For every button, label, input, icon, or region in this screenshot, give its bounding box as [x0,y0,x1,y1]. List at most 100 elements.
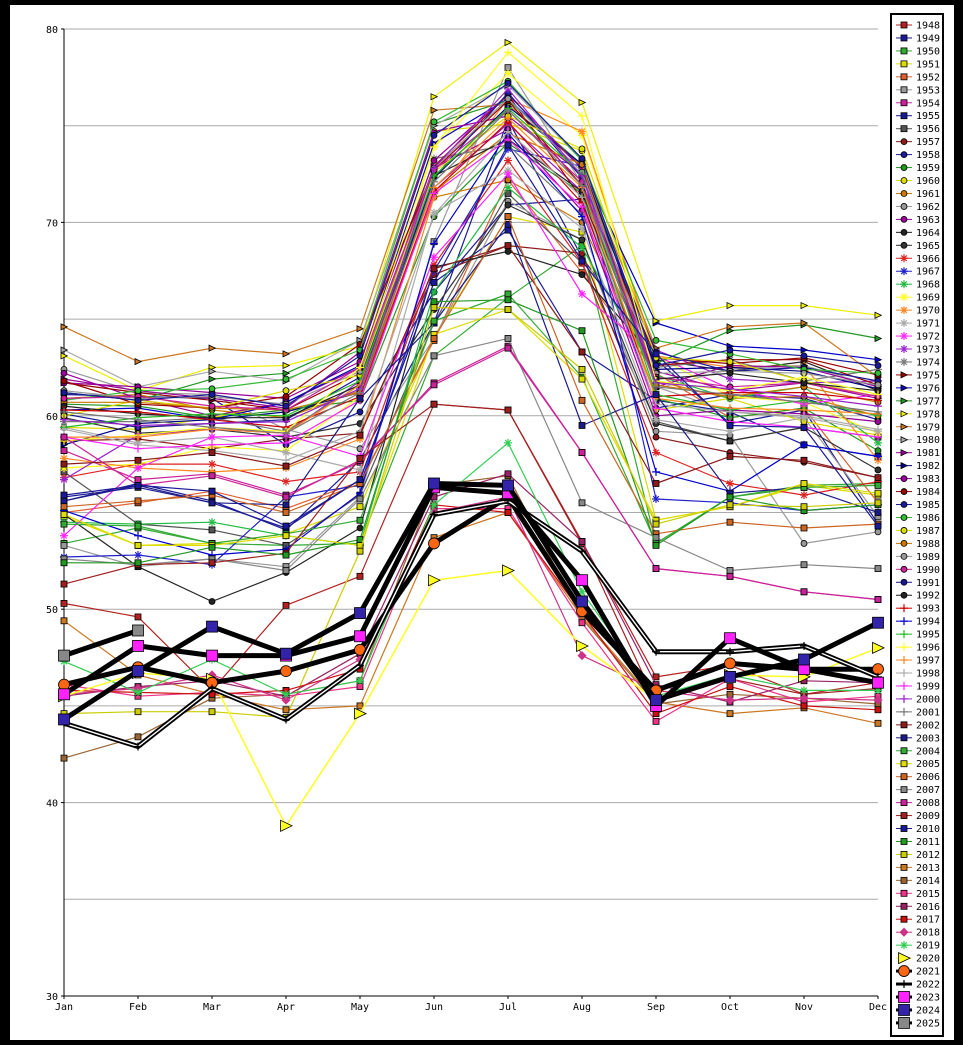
data-point [354,607,366,619]
series-line [62,484,879,709]
legend-item-1965: 1965 [896,241,940,252]
legend-item-1998: 1998 [896,669,940,680]
data-point [60,369,68,377]
data-point [60,541,68,549]
data-point [60,447,68,455]
data-point [900,747,908,755]
data-point [134,464,142,473]
series-line [63,169,879,471]
data-point [60,559,68,567]
series-line [63,494,878,693]
data-point [134,396,142,404]
data-point [900,980,908,989]
data-point [60,389,68,396]
chart-frame: Jan Feb Mar Apr May Jun Jul Aug Sep Oct Nov Dec 30 4… [10,5,954,1040]
legend-item-2022: 2022 [896,980,940,991]
data-point [900,151,908,159]
data-point [504,201,512,209]
data-point [900,669,908,677]
legend-label: 1951 [916,59,940,70]
legend-label: 1980 [916,435,940,446]
data-point [652,404,660,413]
data-point [800,503,808,511]
data-point [356,547,364,555]
data-point [898,1017,910,1029]
data-point [724,670,736,683]
y-tick-label: 80 [46,25,58,36]
data-point [800,319,809,327]
data-point [208,526,216,534]
legend-item-2021: 2021 [896,965,940,978]
data-point [356,431,364,439]
data-point [504,84,512,93]
legend-item-1994: 1994 [896,617,940,628]
legend-label: 1983 [916,474,940,485]
data-point [502,479,514,492]
data-point [726,453,734,460]
legend-item-1954: 1954 [896,98,940,109]
series-line [63,98,879,421]
data-point [134,482,142,489]
series-line [63,337,879,572]
data-point [900,604,908,613]
data-point [504,344,512,352]
legend-item-1948: 1948 [896,21,940,32]
data-point [898,951,911,965]
series-line [64,132,879,411]
series-line-inner [63,500,879,748]
data-point [282,551,290,559]
data-point [652,350,660,358]
legend-label: 1955 [916,111,940,122]
data-point [134,531,142,540]
legend-item-1982: 1982 [896,461,940,472]
series-line [63,94,879,399]
data-point [354,707,367,720]
series-1983 [60,91,882,402]
y-tick-label: 60 [46,412,58,423]
data-point [134,551,142,560]
data-point [900,694,908,703]
data-point [60,433,68,441]
data-point [874,407,882,416]
x-tick-labels: Jan Feb Mar Apr May Jun Jul Aug Sep Oct Nov Dec [55,996,887,1013]
data-point [502,564,515,577]
data-point [652,717,660,725]
legend-item-1973: 1973 [896,345,940,356]
data-point [726,407,734,416]
data-point [208,385,216,393]
x-tick-label: Jan [55,1002,73,1013]
data-point [430,164,438,173]
data-point [900,630,908,639]
series-line [63,144,879,527]
data-point [60,407,68,416]
data-point [652,647,660,656]
data-point [134,476,142,484]
data-point [900,228,908,236]
data-point [900,876,908,884]
data-point [208,559,216,567]
series-1979 [60,100,883,381]
data-point [724,632,736,645]
legend-label: 1963 [916,215,940,226]
series-line [63,223,879,514]
data-point [900,60,908,68]
legend-item-2005: 2005 [896,759,940,770]
data-point [356,572,364,580]
legend-label: 1984 [916,487,940,498]
data-point [652,427,660,435]
data-point [58,688,70,701]
data-point [430,510,438,519]
data-point [800,491,808,500]
series-line [63,347,879,601]
legend-label: 2020 [916,954,940,965]
data-point [208,518,216,527]
legend-label: 2008 [916,798,940,809]
data-point [900,371,909,379]
series-line [63,109,879,411]
data-point [282,532,290,540]
data-point [800,352,808,360]
series-line [63,100,879,401]
legend-label: 1966 [916,254,940,265]
data-point [800,411,808,420]
data-point [900,99,908,107]
